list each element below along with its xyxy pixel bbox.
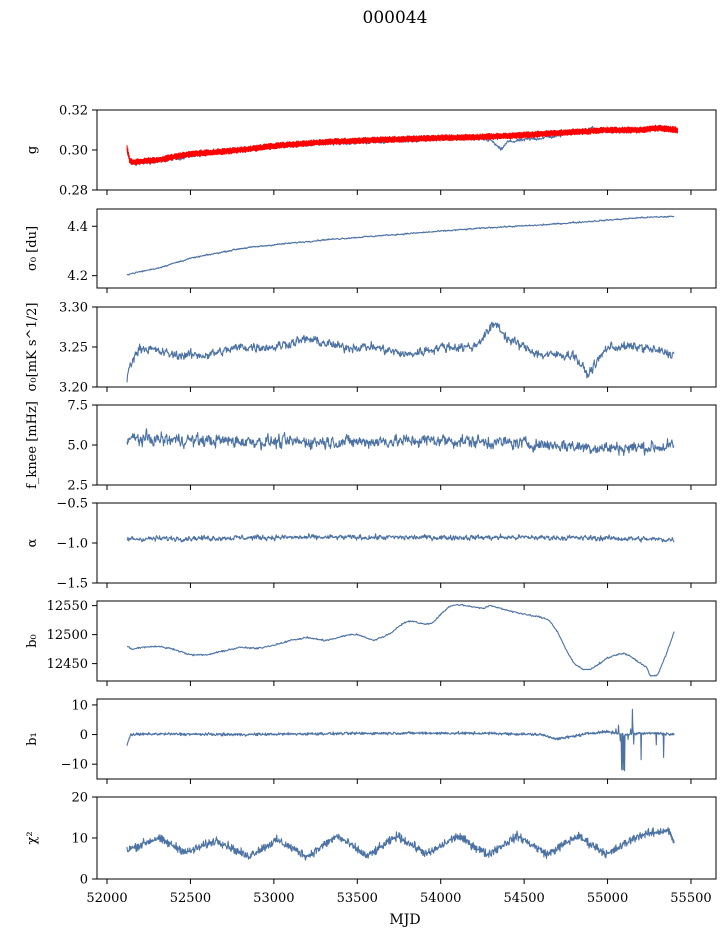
subplot-1-series-2 xyxy=(126,124,679,166)
subplot-7-ytick-label: 10 xyxy=(71,698,88,713)
x-tick-label: 53500 xyxy=(337,891,378,906)
subplots: 0.28 0.30 0.32 g 4.2 4.4 σ₀ [du] 3.20 3.25 3.30 σ₀… xyxy=(25,104,717,888)
subplot-5-ytick-label: −0.5 xyxy=(56,497,88,512)
subplot-6-ytick-label: 12500 xyxy=(47,628,88,643)
subplot-1-frame xyxy=(96,109,717,191)
subplot-6: 12450 12500 12550 b₀ xyxy=(25,599,717,686)
subplot-4-ytick-label: 2.5 xyxy=(67,479,88,494)
x-tick-label: 55500 xyxy=(670,891,711,906)
x-axis-label: MJD xyxy=(389,912,420,928)
subplot-4-frame xyxy=(96,404,717,486)
subplot-8-ytick-label: 0 xyxy=(80,873,88,888)
x-tick-label: 55000 xyxy=(587,891,628,906)
subplot-8: 0 10 20 χ² xyxy=(25,791,717,888)
subplot-8-ylabel: χ² xyxy=(25,831,40,844)
subplot-2-series-1 xyxy=(126,215,675,276)
subplot-5-frame xyxy=(96,502,717,584)
subplot-7: −10 0 10 b₁ xyxy=(25,698,717,784)
subplot-6-series-1 xyxy=(126,603,675,677)
x-tick-label: 52500 xyxy=(170,891,211,906)
subplot-2-frame xyxy=(96,208,717,289)
x-tick-label: 54500 xyxy=(503,891,544,906)
subplot-6-frame xyxy=(96,600,717,682)
subplot-4-series-1 xyxy=(126,428,675,457)
x-tick-label: 54000 xyxy=(420,891,461,906)
subplot-8-series-1 xyxy=(126,827,675,861)
subplot-3-ylabel: σ₀[mK s^1/2] xyxy=(25,303,40,392)
subplot-3: 3.20 3.25 3.30 σ₀[mK s^1/2] xyxy=(25,301,717,396)
subplot-7-ylabel: b₁ xyxy=(25,732,40,746)
subplot-5-ylabel: α xyxy=(25,538,40,547)
subplot-7-series-1 xyxy=(126,708,675,772)
subplot-4: 2.5 5.0 7.5 f_knee [mHz] xyxy=(25,399,717,494)
subplot-3-series-1 xyxy=(126,321,675,383)
subplot-1-ytick-label: 0.28 xyxy=(59,184,88,199)
subplot-3-ytick-label: 3.20 xyxy=(59,381,88,396)
subplot-1: 0.28 0.30 0.32 g xyxy=(25,104,717,199)
subplot-4-ylabel: f_knee [mHz] xyxy=(25,401,40,489)
subplot-6-ylabel: b₀ xyxy=(25,634,40,648)
subplot-1-ytick-label: 0.32 xyxy=(59,104,88,119)
subplot-8-ytick-label: 20 xyxy=(71,791,88,806)
subplot-6-ytick-label: 12450 xyxy=(47,657,88,672)
subplot-2-ytick-label: 4.2 xyxy=(67,269,88,284)
subplot-1-ytick-label: 0.30 xyxy=(59,144,88,159)
subplot-2-ylabel: σ₀ [du] xyxy=(25,226,40,271)
subplot-5-ytick-label: −1.0 xyxy=(56,537,88,552)
subplot-7-ytick-label: 0 xyxy=(80,728,88,743)
shared-x-axis: 52000 52500 53000 53500 54000 54500 55000 55500 xyxy=(86,891,711,906)
subplot-5: −1.5 −1.0 −0.5 α xyxy=(25,497,717,592)
subplot-3-ytick-label: 3.25 xyxy=(59,341,88,356)
subplot-2: 4.2 4.4 σ₀ [du] xyxy=(25,208,717,293)
subplot-7-ytick-label: −10 xyxy=(61,758,88,773)
figure-title: 000044 xyxy=(363,8,428,28)
subplot-6-ytick-label: 12550 xyxy=(47,599,88,614)
x-tick-label: 53000 xyxy=(253,891,294,906)
subplot-4-ytick-label: 7.5 xyxy=(67,399,88,414)
subplot-8-ytick-label: 10 xyxy=(71,832,88,847)
subplot-7-frame xyxy=(96,698,717,780)
subplot-1-ylabel: g xyxy=(25,146,40,154)
subplot-5-ytick-label: −1.5 xyxy=(56,577,88,592)
subplot-3-ytick-label: 3.30 xyxy=(59,301,88,316)
subplot-8-frame xyxy=(96,796,717,880)
subplot-5-series-1 xyxy=(126,533,675,543)
x-tick-label: 52000 xyxy=(86,891,127,906)
subplot-2-ytick-label: 4.4 xyxy=(67,220,88,235)
subplot-4-ytick-label: 5.0 xyxy=(67,439,88,454)
